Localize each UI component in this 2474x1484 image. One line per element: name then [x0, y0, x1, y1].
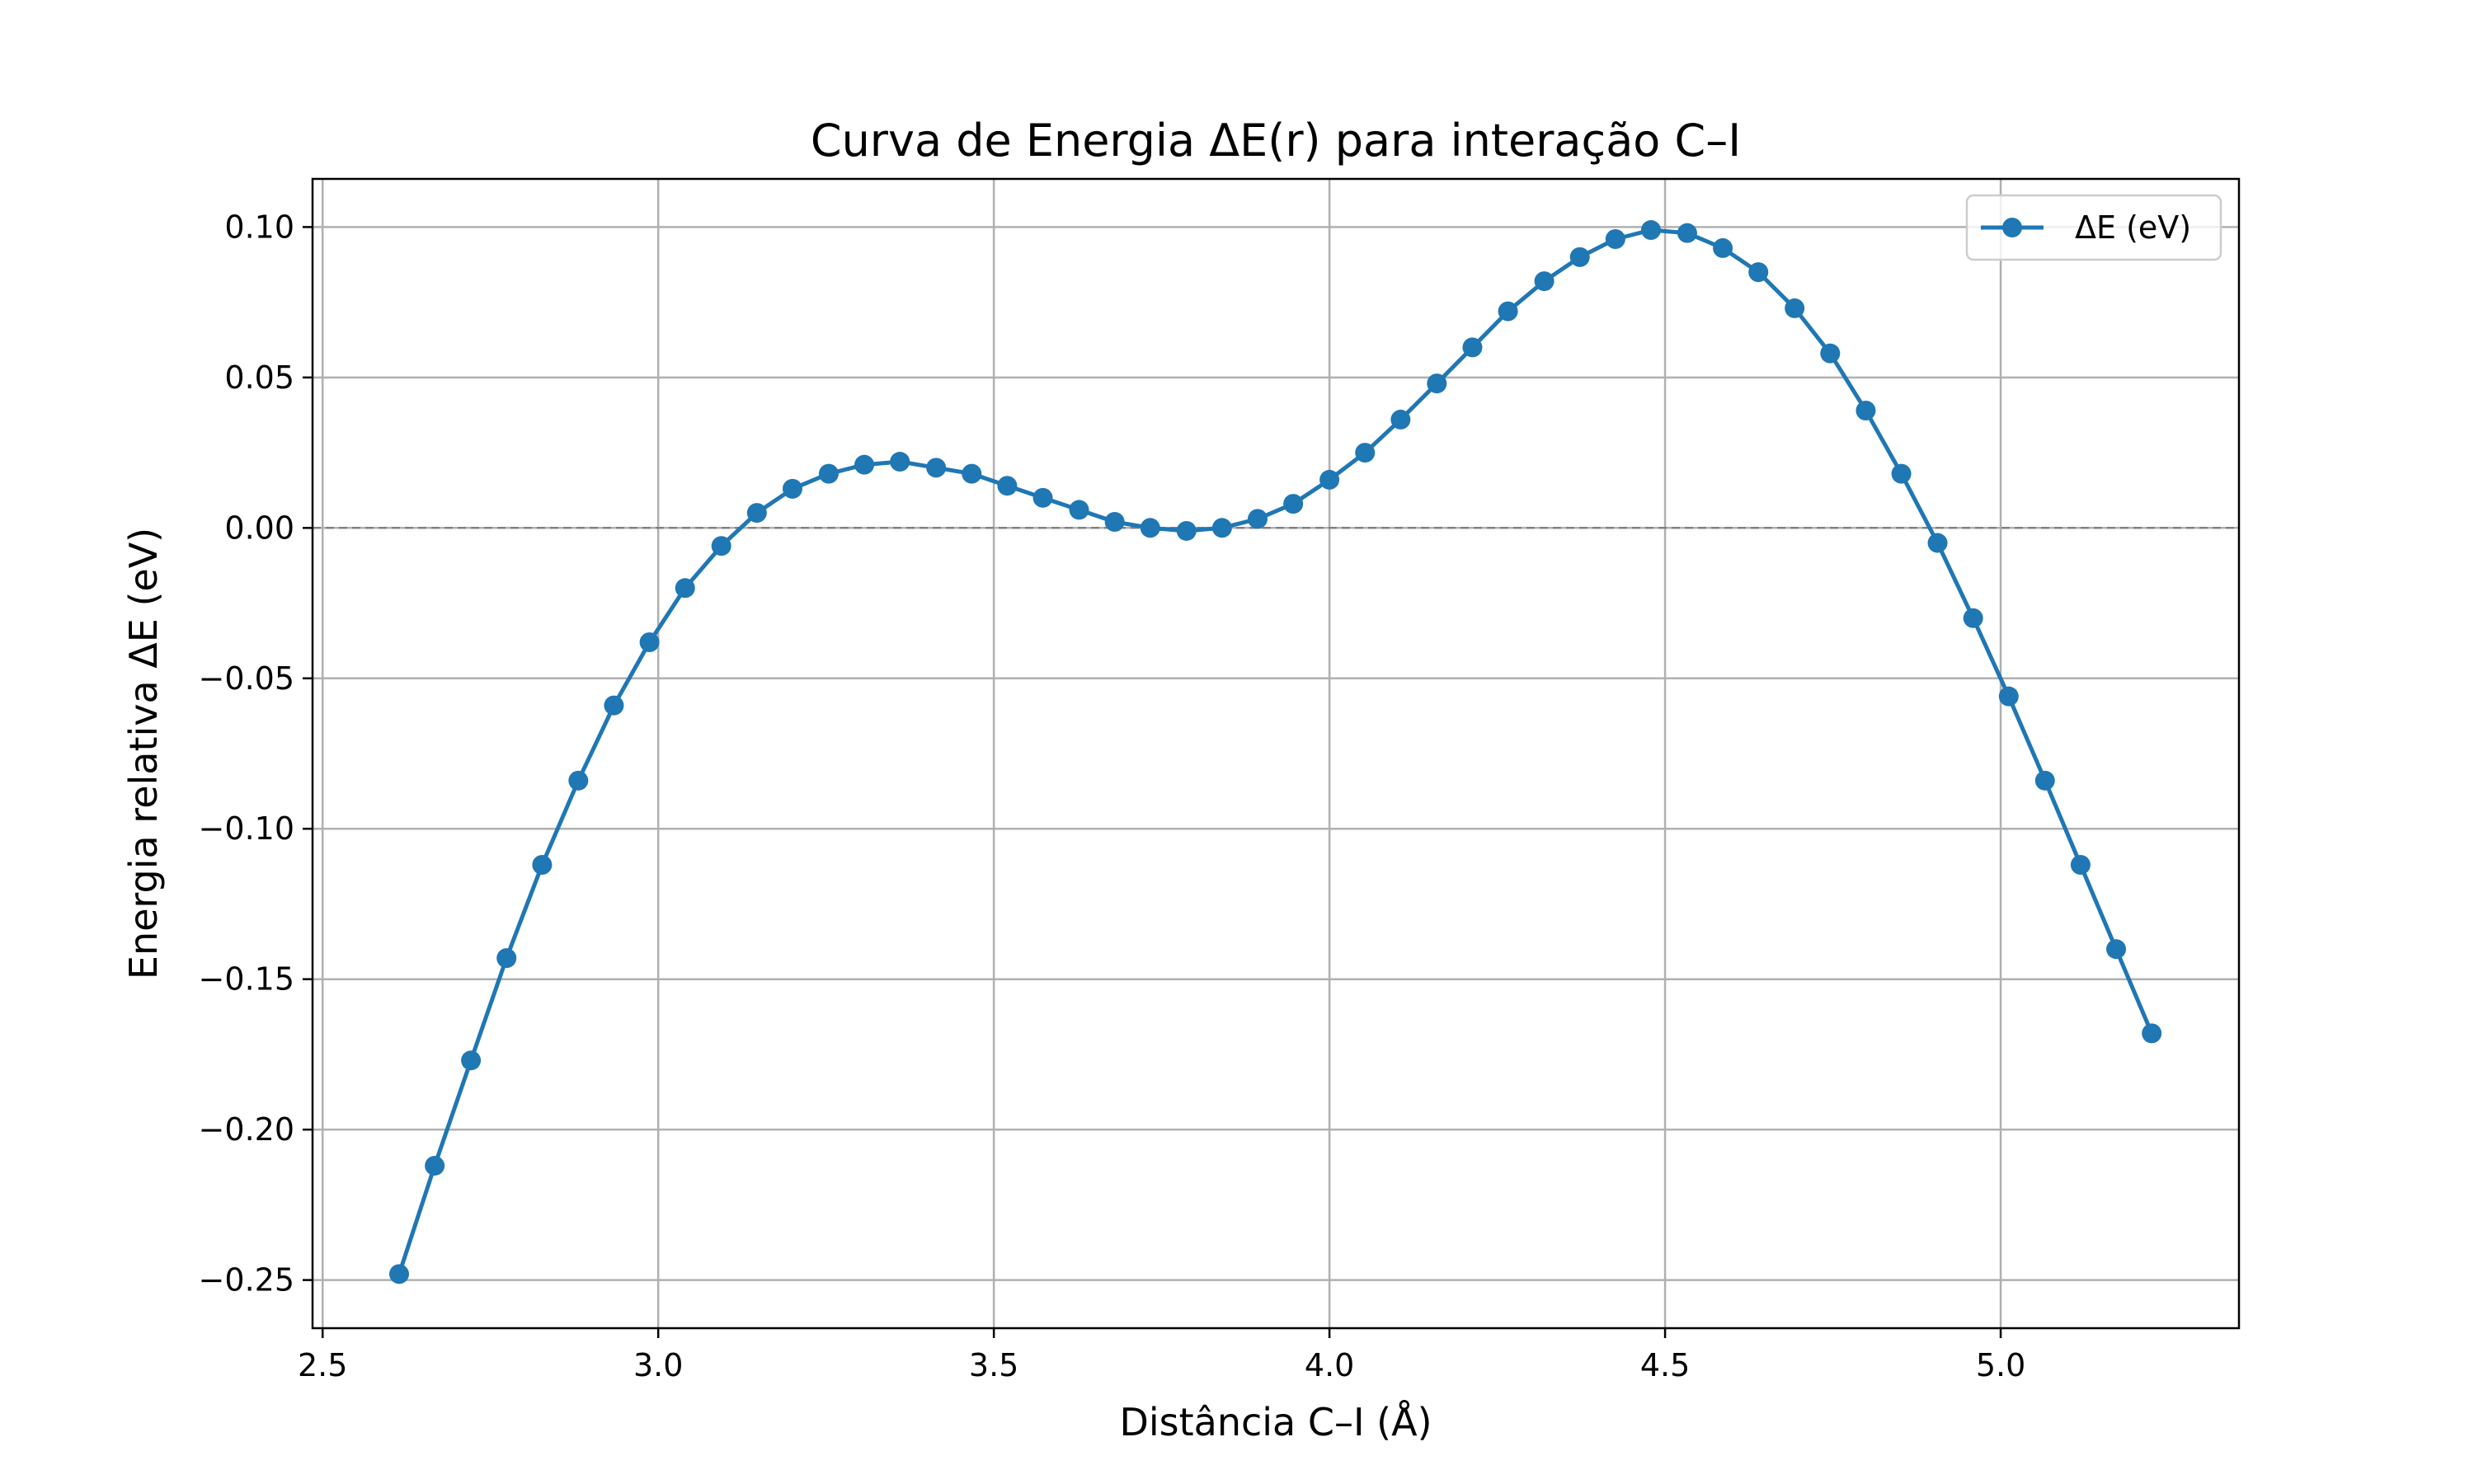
- data-point: [1891, 463, 1912, 484]
- data-point: [1927, 533, 1948, 553]
- data-point: [1856, 400, 1876, 420]
- data-point: [1140, 518, 1160, 538]
- series-layer: [388, 220, 2162, 1284]
- y-tick-label: 0.00: [224, 510, 294, 546]
- data-point: [2142, 1023, 2162, 1044]
- x-tick-label: 3.5: [969, 1347, 1018, 1383]
- y-tick-label: −0.25: [199, 1262, 294, 1298]
- legend-box: [1965, 194, 2222, 261]
- data-point: [496, 948, 517, 969]
- data-point: [1785, 298, 1805, 318]
- data-point: [1998, 686, 2019, 707]
- data-point: [461, 1050, 482, 1071]
- y-tick-label: 0.10: [224, 209, 294, 245]
- data-point: [782, 478, 802, 499]
- data-point: [1032, 487, 1053, 508]
- data-point: [962, 463, 982, 484]
- data-point: [1355, 443, 1376, 463]
- data-point: [854, 454, 875, 475]
- data-point: [711, 536, 731, 556]
- data-point: [1104, 512, 1125, 533]
- x-tick-label: 4.0: [1305, 1347, 1354, 1383]
- data-point: [926, 458, 947, 478]
- data-point: [1498, 301, 1518, 322]
- data-point: [2034, 770, 2055, 791]
- data-point: [1569, 247, 1590, 267]
- data-point: [746, 503, 767, 524]
- y-tick-label: −0.05: [199, 660, 294, 697]
- x-tick-label: 2.5: [298, 1347, 347, 1383]
- data-point: [1176, 520, 1197, 541]
- data-point: [425, 1155, 445, 1176]
- legend: ΔE (eV): [1965, 194, 2222, 261]
- data-point: [639, 632, 660, 652]
- data-point: [1283, 494, 1304, 514]
- data-point: [2070, 855, 2091, 876]
- data-point: [1069, 500, 1089, 520]
- data-point: [1462, 337, 1483, 358]
- legend-entry: ΔE (eV): [2075, 209, 2191, 246]
- axis-ticks: 2.5 3.0 3.5 4.0 4.5 5.0 0.10 0.05 0.00 −0.05 −0.10…: [199, 209, 2026, 1383]
- data-point: [1390, 409, 1411, 430]
- data-point: [1248, 509, 1268, 529]
- data-point: [388, 1264, 409, 1284]
- data-point: [1713, 237, 1733, 258]
- plot-frame: [311, 177, 2241, 1330]
- y-axis-label: Energia relativa ΔE (eV): [121, 528, 166, 979]
- data-point: [818, 463, 839, 484]
- data-point: [1748, 262, 1769, 283]
- data-point: [1605, 228, 1625, 249]
- x-tick-label: 4.5: [1640, 1347, 1690, 1383]
- data-point: [1677, 223, 1697, 243]
- data-point: [1820, 343, 1841, 364]
- data-point: [2106, 939, 2127, 960]
- data-point: [997, 476, 1018, 496]
- data-point: [1427, 373, 1447, 394]
- data-point: [568, 770, 589, 791]
- y-tick-label: −0.15: [199, 961, 294, 998]
- chart-title: Curva de Energia ΔE(r) para interação C–…: [811, 115, 1741, 167]
- data-point: [890, 452, 910, 472]
- legend-marker: [2002, 218, 2022, 237]
- x-tick-label: 3.0: [633, 1347, 683, 1383]
- data-point: [1534, 271, 1554, 292]
- data-point: [675, 578, 695, 599]
- y-tick-label: 0.05: [224, 359, 294, 396]
- data-point: [1640, 220, 1661, 241]
- data-point: [1963, 608, 1983, 628]
- y-tick-label: −0.20: [199, 1111, 294, 1148]
- x-tick-label: 5.0: [1976, 1347, 2025, 1383]
- data-point: [1319, 469, 1340, 490]
- data-point: [1211, 518, 1232, 538]
- data-point: [604, 695, 624, 716]
- y-tick-label: −0.10: [199, 810, 294, 847]
- x-axis-label: Distância C–I (Å): [1119, 1400, 1432, 1444]
- data-point: [532, 855, 553, 876]
